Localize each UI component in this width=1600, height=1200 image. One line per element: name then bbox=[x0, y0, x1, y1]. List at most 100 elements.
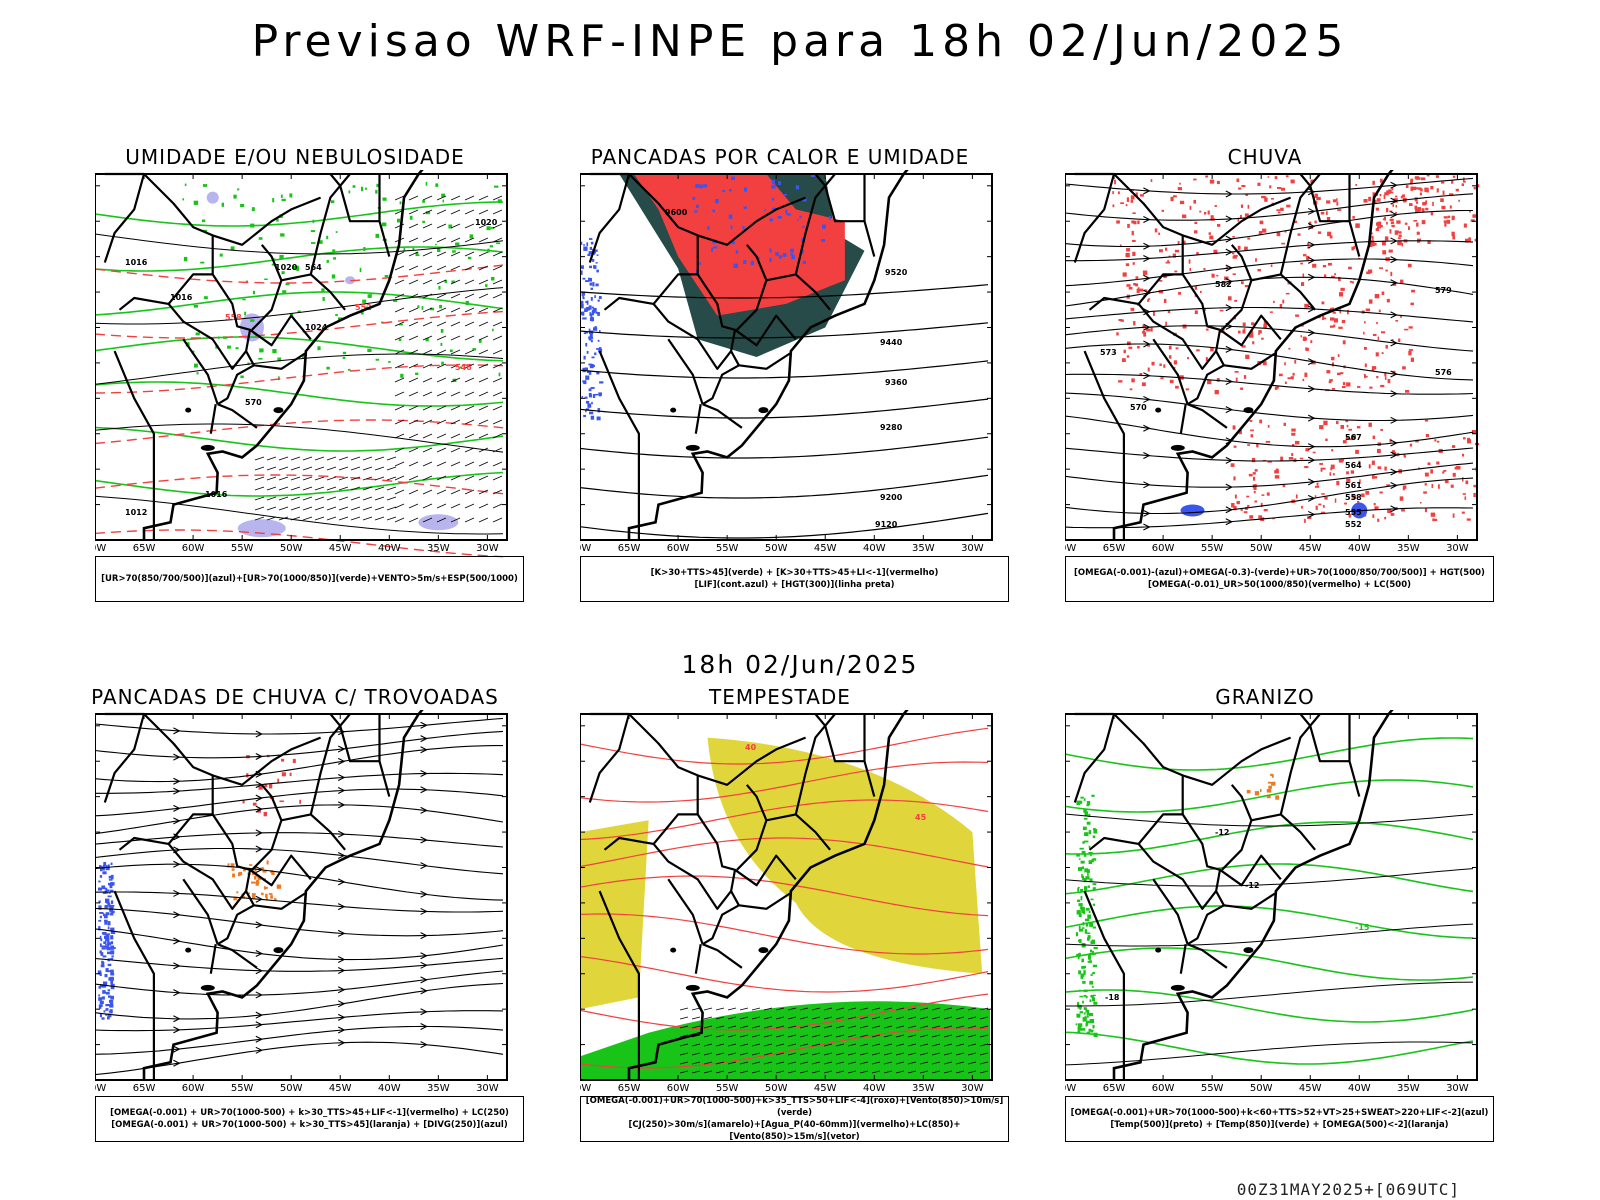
lif-blue-contour bbox=[694, 210, 698, 213]
divergence-blue-area bbox=[102, 990, 106, 994]
rain-red-area bbox=[1412, 186, 1416, 191]
streamline-arrow bbox=[337, 903, 346, 911]
rain-red-area bbox=[1397, 237, 1401, 240]
streamline-arrow bbox=[1143, 395, 1151, 403]
wind-vector bbox=[492, 447, 503, 453]
streamline-arrow bbox=[337, 1026, 346, 1034]
rain-red-area bbox=[1440, 198, 1444, 202]
lif-blue-contour bbox=[758, 256, 760, 261]
lake bbox=[670, 947, 677, 953]
lif-blue-contour bbox=[593, 265, 597, 269]
rain-red-area bbox=[1280, 207, 1284, 211]
humidity-green-dot bbox=[302, 355, 307, 359]
streamline bbox=[95, 772, 504, 794]
rain-red-area bbox=[1358, 460, 1361, 465]
wind-vector bbox=[835, 1070, 845, 1074]
divergence-blue-area bbox=[98, 905, 102, 910]
rain-red-area bbox=[1249, 330, 1254, 335]
wind-vector bbox=[955, 1007, 965, 1011]
temp850-green-contour bbox=[1079, 939, 1082, 944]
wind-vector bbox=[763, 1052, 773, 1056]
wind-vector bbox=[727, 1007, 737, 1011]
wind-vector bbox=[859, 1034, 869, 1038]
rain-red-area bbox=[1291, 428, 1296, 432]
rain-red-area bbox=[1394, 451, 1397, 455]
humidity-green-dot bbox=[203, 184, 208, 187]
lon-label: 55W bbox=[716, 543, 739, 554]
rain-red-area bbox=[1253, 476, 1256, 481]
rain-red-area bbox=[1366, 271, 1371, 275]
streamline-arrow bbox=[173, 860, 181, 868]
panel-title: PANCADAS DE CHUVA C/ TROVOADAS bbox=[91, 685, 499, 709]
lif-blue-contour bbox=[711, 247, 713, 252]
wind-vector bbox=[799, 1007, 809, 1011]
wind-vector bbox=[278, 466, 289, 471]
contour-label: 9600 bbox=[665, 208, 688, 217]
rain-red-area bbox=[1395, 211, 1397, 216]
rain-red-area bbox=[1410, 357, 1414, 362]
temp850-green-contour bbox=[1082, 875, 1084, 880]
rain-red-area bbox=[1196, 349, 1200, 352]
wind-vector bbox=[450, 279, 461, 285]
temp850-green-contour bbox=[1092, 858, 1097, 861]
humidity-green-dot bbox=[326, 235, 329, 240]
streamline-arrow bbox=[173, 1045, 181, 1053]
rain-red-area bbox=[1378, 221, 1382, 226]
wind-vector bbox=[408, 419, 419, 425]
rain-red-area bbox=[1344, 502, 1347, 505]
rain-red-area bbox=[1463, 223, 1467, 228]
lif-blue-contour bbox=[584, 367, 588, 371]
lon-label: 60W bbox=[182, 1083, 205, 1094]
rain-red-area bbox=[1290, 376, 1294, 379]
rain-red-area bbox=[1462, 493, 1466, 495]
contour-label: 1016 bbox=[205, 490, 228, 499]
wind-vector bbox=[408, 265, 419, 271]
wind-vector bbox=[751, 1070, 761, 1074]
rain-red-area bbox=[1465, 238, 1470, 243]
wind-vector bbox=[422, 293, 433, 299]
wind-vector bbox=[967, 1061, 977, 1065]
divergence-blue-area bbox=[107, 921, 111, 926]
rain-red-area bbox=[1242, 329, 1246, 334]
wind-vector bbox=[464, 293, 475, 299]
divergence-blue-area bbox=[107, 941, 110, 947]
wind-vector bbox=[979, 1070, 989, 1074]
wind-vector bbox=[422, 363, 433, 369]
lon-label: 50W bbox=[1250, 543, 1273, 554]
streamline-arrow bbox=[1390, 481, 1398, 489]
wind-vector bbox=[326, 476, 337, 481]
wind-vector bbox=[691, 1043, 701, 1047]
rain-red-area bbox=[1235, 377, 1238, 382]
temp850-green-contour bbox=[1077, 1023, 1083, 1027]
rain-red-area bbox=[1384, 216, 1386, 221]
rain-red-area bbox=[1153, 311, 1155, 316]
humidity-green-dot bbox=[202, 219, 206, 223]
wind-vector bbox=[775, 1070, 785, 1074]
wind-vector bbox=[727, 1070, 737, 1074]
wind-vector bbox=[450, 209, 461, 215]
divergence-blue-area bbox=[98, 926, 101, 931]
divergence-blue-area bbox=[100, 938, 103, 942]
rain-red-area bbox=[1379, 491, 1383, 494]
lif-blue-contour bbox=[594, 393, 599, 396]
lif-blue-contour bbox=[589, 265, 592, 269]
rain-red-area bbox=[1368, 299, 1373, 304]
rain-red-area bbox=[1142, 270, 1148, 275]
rain-red-area bbox=[1330, 317, 1335, 321]
lon-label: 35W bbox=[427, 543, 450, 554]
temp850-green-contour bbox=[1087, 885, 1090, 888]
wind-vector bbox=[799, 1070, 809, 1074]
rain-red-area bbox=[1443, 470, 1447, 472]
rain-red-area bbox=[1377, 226, 1381, 229]
temp850-green-contour bbox=[1075, 1023, 1078, 1026]
streamline bbox=[1065, 415, 1474, 448]
rain-red-area bbox=[1461, 183, 1464, 186]
panel-title: TEMPESTADE bbox=[709, 685, 851, 709]
wind-vector bbox=[727, 1043, 737, 1047]
wind-vector bbox=[464, 195, 475, 201]
wind-vector bbox=[979, 1061, 989, 1065]
lif-blue-contour bbox=[802, 197, 807, 202]
rain-red-area bbox=[1326, 211, 1328, 215]
rain-red-area bbox=[1216, 274, 1219, 277]
rain-red-area bbox=[1288, 457, 1294, 460]
